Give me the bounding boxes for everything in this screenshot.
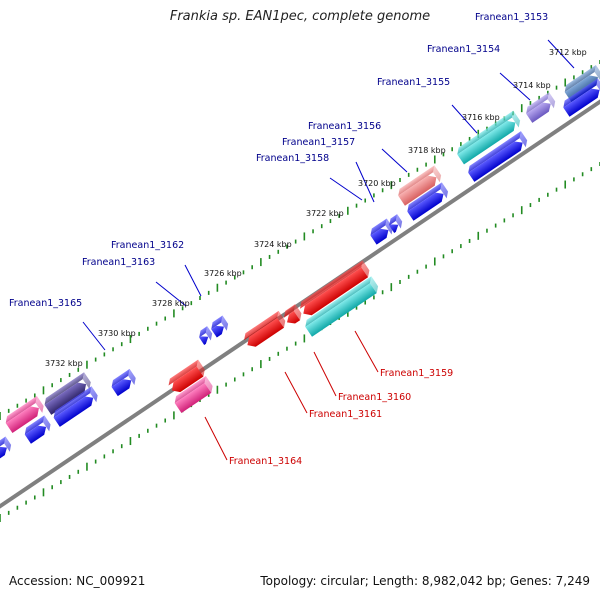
leader-line — [82, 321, 106, 351]
gene-label-forward: Franean1_3165 — [9, 298, 82, 309]
leader-line — [499, 72, 531, 101]
gene-label-forward: Franean1_3154 — [427, 44, 500, 55]
gene-3158 — [370, 218, 393, 245]
gene-3154 — [526, 92, 556, 123]
kbp-label: 3724 kbp — [254, 240, 292, 249]
genome-summary-text: Topology: circular; Length: 8,982,042 bp… — [260, 574, 590, 588]
gene-labels: Franean1_3153 Franean1_3154 Franean1_3155 F… — [9, 12, 548, 467]
leader-line — [184, 264, 202, 297]
gene-3166 — [44, 372, 91, 415]
kbp-label: 3730 kbp — [98, 329, 136, 338]
gene-label-forward: Franean1_3157 — [282, 137, 355, 148]
kbp-label: 3714 kbp — [513, 81, 551, 90]
gene-3163 — [199, 326, 213, 345]
gene-3157 — [389, 214, 403, 233]
kbp-label: 3718 kbp — [408, 146, 446, 155]
kbp-label: 3716 kbp — [462, 113, 500, 122]
label-leader-lines — [82, 39, 575, 461]
kbp-label: 3720 kbp — [358, 179, 396, 188]
gene-label-forward: Franean1_3155 — [377, 77, 450, 88]
gene-3164b — [174, 376, 213, 414]
gene-label-forward: Franean1_3153 — [475, 12, 548, 23]
leader-line — [381, 148, 408, 173]
gene-label-reverse: Franean1_3164 — [229, 456, 302, 467]
gene-3161b — [244, 310, 286, 347]
leader-line — [451, 104, 478, 134]
gene-3165 — [111, 368, 136, 397]
gene-label-forward: Franean1_3162 — [111, 240, 184, 251]
genome-backbone — [0, 99, 600, 509]
leader-line — [329, 177, 363, 201]
gene-label-forward: Franean1_3158 — [256, 153, 329, 164]
gene-3153b — [563, 78, 600, 117]
gene-3155 — [457, 110, 521, 165]
kbp-label: 3732 kbp — [45, 359, 83, 368]
kbp-ticks-reverse — [0, 162, 600, 522]
gene-label-reverse: Franean1_3159 — [380, 368, 453, 379]
leader-line — [155, 281, 187, 307]
gene-3161 — [283, 304, 302, 324]
gene-3156 — [398, 165, 442, 206]
kbp-label: 3722 kbp — [306, 209, 344, 218]
leader-line — [284, 371, 308, 414]
gene-features — [0, 65, 600, 459]
gene-3167 — [5, 396, 44, 434]
gene-label-forward: Franean1_3156 — [308, 121, 381, 132]
gene-3159 — [305, 276, 379, 337]
gene-3156b — [407, 182, 449, 221]
gene-3166b — [53, 386, 98, 427]
kbp-label: 3712 kbp — [549, 48, 587, 57]
leader-line — [354, 330, 379, 373]
gene-3162 — [211, 315, 229, 338]
gene-label-reverse: Franean1_3161 — [309, 409, 382, 420]
accession-text: Accession: NC_009921 — [9, 574, 146, 588]
leader-line — [355, 161, 375, 203]
gene-label-forward: Franean1_3163 — [82, 257, 155, 268]
map-title: Frankia sp. EAN1pec, complete genome — [169, 9, 431, 24]
kbp-labels: 3712 kbp 3714 kbp 3716 kbp 3718 kbp 3720 kbp… — [45, 48, 587, 368]
leader-line — [313, 351, 337, 397]
kbp-label: 3728 kbp — [152, 299, 190, 308]
leader-line — [204, 416, 228, 461]
gene-3155b — [468, 131, 528, 182]
leader-line — [547, 39, 575, 69]
kbp-label: 3726 kbp — [204, 269, 242, 278]
gene-3169 — [0, 436, 12, 459]
gene-label-reverse: Franean1_3160 — [338, 392, 411, 403]
gene-3168 — [24, 415, 51, 444]
gene-3164 — [168, 359, 205, 393]
gene-3160 — [299, 260, 370, 316]
